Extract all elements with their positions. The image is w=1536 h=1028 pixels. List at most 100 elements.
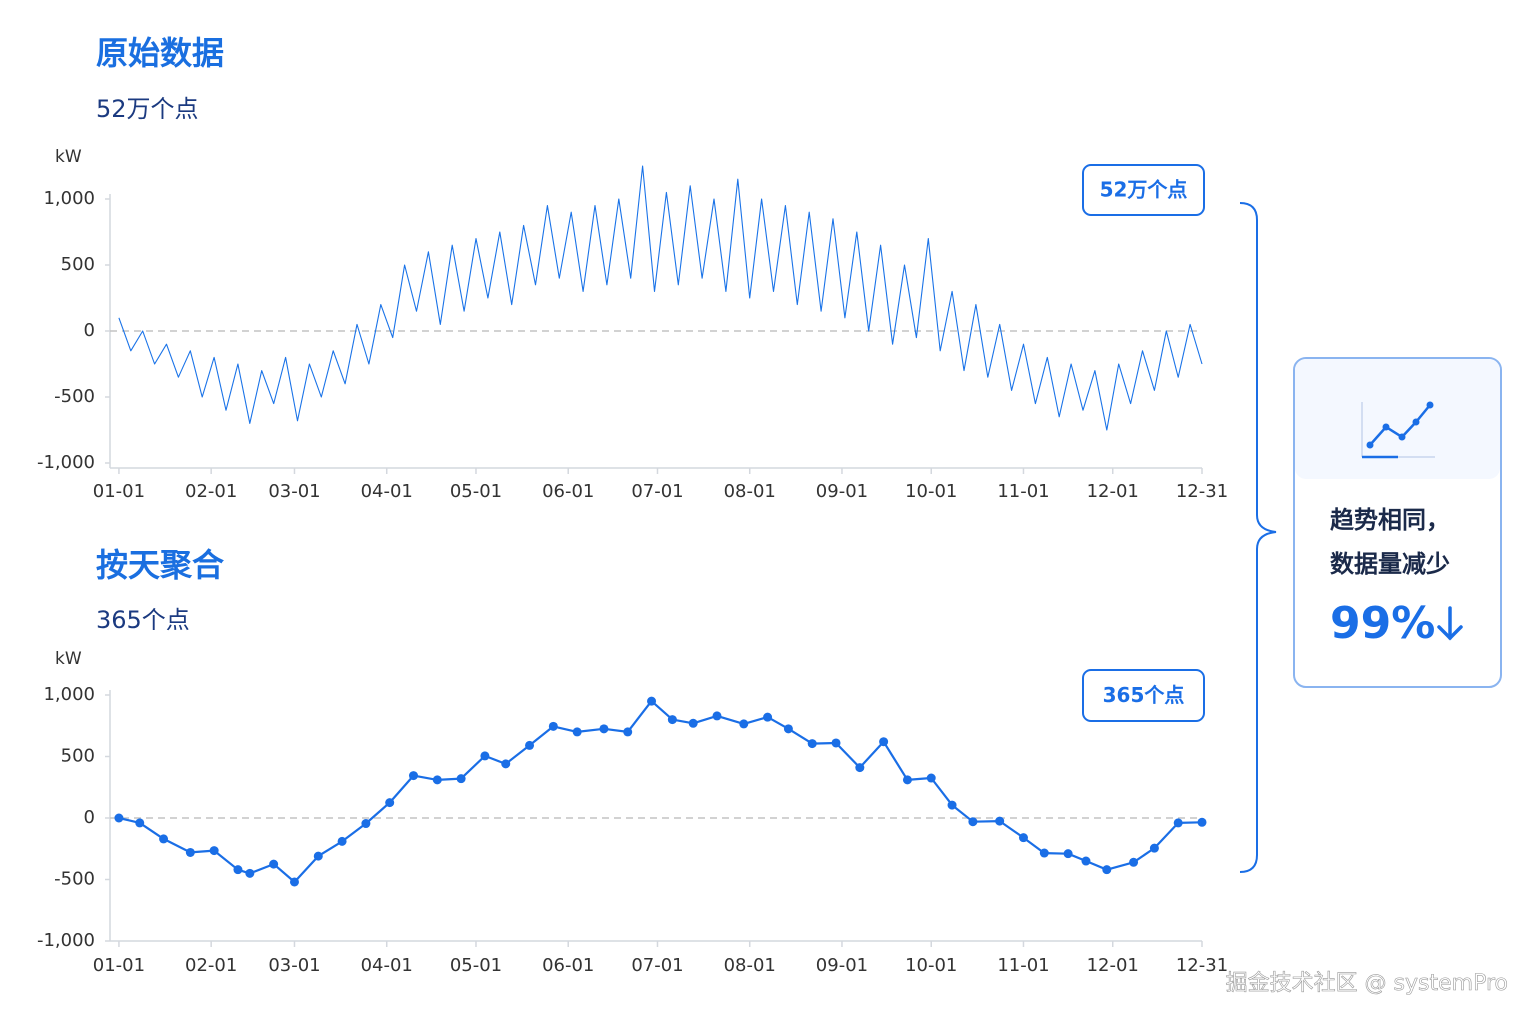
data-point: [879, 737, 889, 747]
data-point: [135, 818, 145, 828]
x-tick-label: 12-01: [1087, 481, 1139, 502]
data-point: [289, 877, 299, 887]
chart-subtitle: 365个点: [96, 606, 190, 634]
data-point: [233, 865, 243, 875]
x-tick-label: 02-01: [185, 481, 237, 502]
x-tick-label: 11-01: [997, 481, 1049, 502]
y-tick-label: 500: [61, 254, 95, 275]
data-point: [763, 712, 773, 722]
y-tick-label: -500: [54, 386, 95, 407]
data-point: [1018, 833, 1028, 843]
data-point: [114, 813, 124, 823]
x-tick-label: 08-01: [724, 481, 776, 502]
x-tick-label: 02-01: [185, 955, 237, 976]
data-point: [1173, 818, 1183, 828]
data-line: [118, 700, 1203, 884]
y-tick-label: -500: [54, 869, 95, 890]
x-tick-label: 03-01: [268, 481, 320, 502]
badge-label: 52万个点: [1100, 178, 1188, 202]
x-tick-label: 06-01: [542, 955, 594, 976]
chart-subtitle: 52万个点: [96, 95, 199, 123]
bracket: [1239, 202, 1277, 873]
data-point: [525, 740, 535, 750]
x-tick-label: 12-31: [1176, 481, 1228, 502]
data-point: [855, 763, 865, 773]
data-point: [667, 715, 677, 725]
data-point: [209, 846, 219, 856]
x-tick-label: 07-01: [631, 955, 683, 976]
badge-box: [1082, 669, 1205, 722]
down-arrow: [1437, 606, 1463, 641]
data-point: [1197, 817, 1207, 827]
trend-icon: [1361, 401, 1435, 459]
x-tick-label: 05-01: [450, 481, 502, 502]
y-tick-label: 0: [84, 320, 95, 341]
data-point: [902, 775, 912, 785]
data-point: [1129, 857, 1139, 867]
data-point: [432, 775, 442, 785]
data-point: [159, 834, 169, 844]
data-point: [712, 711, 722, 721]
data-point: [337, 836, 347, 846]
x-tick-label: 12-31: [1176, 955, 1228, 976]
data-point: [688, 718, 698, 728]
data-point: [1102, 865, 1112, 875]
data-point: [501, 759, 511, 769]
y-tick-label: 0: [84, 807, 95, 828]
x-tick-label: 01-01: [93, 955, 145, 976]
data-point: [968, 817, 978, 827]
x-tick-label: 09-01: [816, 955, 868, 976]
data-point: [1063, 849, 1073, 859]
badge-label: 365个点: [1103, 683, 1185, 707]
y-tick-label: 1,000: [43, 188, 95, 209]
data-point: [269, 859, 279, 869]
x-tick-label: 06-01: [542, 481, 594, 502]
data-point: [1039, 848, 1049, 858]
data-point: [1081, 856, 1091, 866]
x-tick-label: 07-01: [631, 481, 683, 502]
data-point: [831, 738, 841, 748]
data-point: [408, 771, 418, 781]
y-tick-label: 1,000: [43, 684, 95, 705]
y-tick-label: 500: [61, 746, 95, 767]
data-point: [807, 739, 817, 749]
data-point: [599, 724, 609, 734]
data-line: [118, 165, 1203, 431]
data-point: [361, 819, 371, 829]
summary-line: 数据量减少: [1330, 550, 1450, 578]
watermark: 掘金技术社区 @ systemPro: [1226, 971, 1508, 996]
data-point: [480, 751, 490, 761]
data-point: [995, 816, 1005, 826]
chart-title: 按天聚合: [96, 546, 224, 584]
x-tick-label: 03-01: [268, 955, 320, 976]
data-point: [245, 868, 255, 878]
data-point: [548, 721, 558, 731]
x-tick-label: 12-01: [1087, 955, 1139, 976]
data-point: [647, 696, 657, 706]
summary-percent: 99%: [1330, 598, 1435, 649]
icon-background: [1295, 359, 1500, 479]
y-tick-label: -1,000: [37, 930, 95, 951]
x-tick-label: 11-01: [997, 955, 1049, 976]
data-point: [385, 798, 395, 808]
x-tick-label: 09-01: [816, 481, 868, 502]
data-point: [926, 773, 936, 783]
data-point: [623, 727, 633, 737]
data-point: [739, 719, 749, 729]
data-point: [185, 847, 195, 857]
x-tick-label: 08-01: [724, 955, 776, 976]
data-point: [783, 724, 793, 734]
data-point: [456, 774, 466, 784]
x-tick-label: 04-01: [361, 955, 413, 976]
data-point: [572, 727, 582, 737]
data-point: [947, 800, 957, 810]
x-tick-label: 10-01: [905, 955, 957, 976]
x-tick-label: 05-01: [450, 955, 502, 976]
summary-line: 趋势相同，: [1330, 506, 1450, 534]
x-tick-label: 01-01: [93, 481, 145, 502]
badge-box: [1082, 164, 1205, 216]
x-tick-label: 10-01: [905, 481, 957, 502]
chart-title: 原始数据: [96, 34, 224, 72]
data-point: [313, 851, 323, 861]
y-tick-label: -1,000: [37, 452, 95, 473]
